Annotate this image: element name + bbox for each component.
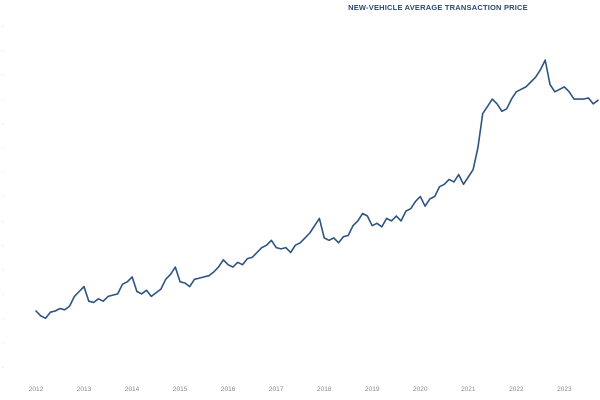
y-tick-mark: · <box>2 146 4 152</box>
x-tick-label: 2015 <box>173 386 188 393</box>
x-tick-label: 2023 <box>557 386 572 393</box>
y-tick-mark: · <box>2 268 4 274</box>
series-line <box>35 59 599 320</box>
y-axis: · · · · · · · · · · · · · · · <box>2 24 4 371</box>
x-tick-label: 2013 <box>77 386 92 393</box>
y-tick-mark: · <box>2 97 4 103</box>
x-tick-label: 2022 <box>509 386 524 393</box>
x-axis: 2012 2013 2014 2015 2016 2017 2018 2019 2020 2021… <box>29 386 572 393</box>
x-tick-label: 2012 <box>29 386 44 393</box>
x-tick-label: 2016 <box>221 386 236 393</box>
y-tick-mark: · <box>2 73 4 79</box>
y-tick-mark: · <box>2 316 4 322</box>
y-tick-mark: · <box>2 170 4 176</box>
y-tick-mark: · <box>2 341 4 347</box>
y-tick-mark: · <box>2 219 4 225</box>
x-tick-label: 2017 <box>269 386 284 393</box>
y-tick-mark: · <box>2 243 4 249</box>
x-tick-label: 2019 <box>365 386 380 393</box>
y-tick-mark: · <box>2 195 4 201</box>
y-tick-mark: · <box>2 292 4 298</box>
x-tick-label: 2021 <box>461 386 476 393</box>
x-tick-label: 2020 <box>413 386 428 393</box>
x-tick-label: 2014 <box>125 386 140 393</box>
y-tick-mark: · <box>2 24 4 30</box>
y-tick-mark: · <box>2 48 4 54</box>
chart-title: NEW-VEHICLE AVERAGE TRANSACTION PRICE <box>348 3 528 12</box>
y-tick-mark: · <box>2 365 4 371</box>
x-tick-label: 2018 <box>317 386 332 393</box>
y-tick-mark: · <box>2 121 4 127</box>
